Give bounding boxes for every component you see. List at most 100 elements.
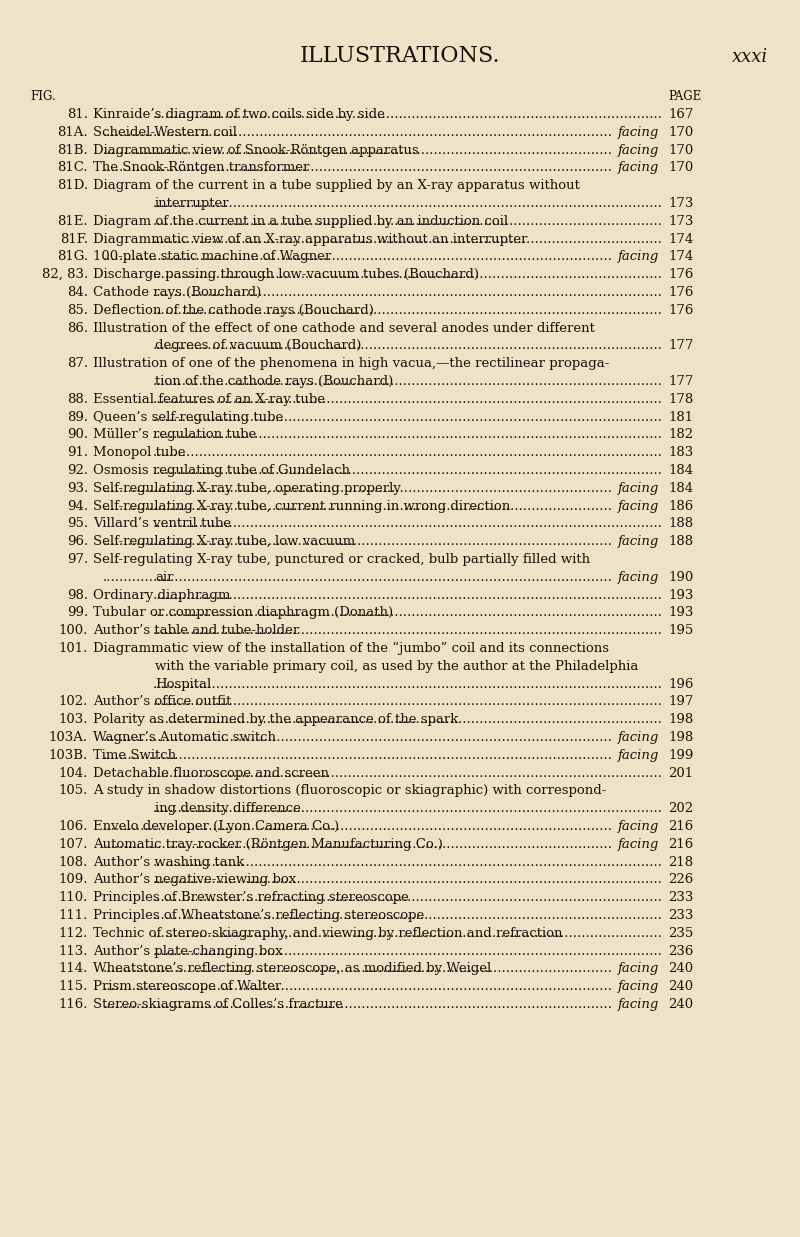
Text: ................................................................................: ........................................… (103, 481, 613, 495)
Text: 195: 195 (668, 625, 694, 637)
Text: facing: facing (618, 250, 659, 263)
Text: facing: facing (618, 161, 659, 174)
Text: Osmosis regulating tube of Gundelach: Osmosis regulating tube of Gundelach (93, 464, 350, 477)
Text: 103B.: 103B. (49, 748, 88, 762)
Text: facing: facing (618, 536, 659, 548)
Text: Polarity as determined by the appearance of the spark: Polarity as determined by the appearance… (93, 714, 458, 726)
Text: Diagrammatic view of an X-ray apparatus without an interrupter: Diagrammatic view of an X-ray apparatus … (93, 233, 527, 246)
Text: 81C.: 81C. (58, 161, 88, 174)
Text: 113.: 113. (58, 945, 88, 957)
Text: Hospital: Hospital (155, 678, 211, 690)
Text: 240: 240 (668, 962, 693, 976)
Text: ................................................................................: ........................................… (153, 411, 663, 423)
Text: Self-regulating X-ray tube, current running in wrong direction: Self-regulating X-ray tube, current runn… (93, 500, 510, 512)
Text: 176: 176 (668, 286, 694, 299)
Text: 87.: 87. (67, 357, 88, 370)
Text: 106.: 106. (58, 820, 88, 833)
Text: Self-regulating X-ray tube, operating properly: Self-regulating X-ray tube, operating pr… (93, 481, 401, 495)
Text: Stereo-skiagrams of Colles’s fracture: Stereo-skiagrams of Colles’s fracture (93, 998, 343, 1011)
Text: 216: 216 (668, 837, 694, 851)
Text: Detachable fluoroscope and screen: Detachable fluoroscope and screen (93, 767, 329, 779)
Text: 81G.: 81G. (57, 250, 88, 263)
Text: facing: facing (618, 481, 659, 495)
Text: degrees of vacuum (Bouchard): degrees of vacuum (Bouchard) (155, 339, 362, 353)
Text: 177: 177 (668, 339, 694, 353)
Text: Illustration of the effect of one cathode and several anodes under different: Illustration of the effect of one cathod… (93, 322, 595, 334)
Text: Villard’s ventril tube: Villard’s ventril tube (93, 517, 231, 531)
Text: 100.: 100. (58, 625, 88, 637)
Text: 109.: 109. (58, 873, 88, 887)
Text: ................................................................................: ........................................… (103, 143, 613, 157)
Text: Essential features of an X-ray tube: Essential features of an X-ray tube (93, 393, 325, 406)
Text: facing: facing (618, 980, 659, 993)
Text: 104.: 104. (58, 767, 88, 779)
Text: 115.: 115. (58, 980, 88, 993)
Text: facing: facing (618, 998, 659, 1011)
Text: 198: 198 (668, 714, 694, 726)
Text: 226: 226 (668, 873, 694, 887)
Text: 202: 202 (668, 803, 693, 815)
Text: Automatic tray-rocker (Röntgen Manufacturing Co.): Automatic tray-rocker (Röntgen Manufactu… (93, 837, 443, 851)
Text: 170: 170 (668, 161, 694, 174)
Text: facing: facing (618, 126, 659, 139)
Text: ................................................................................: ........................................… (153, 447, 663, 459)
Text: 97.: 97. (66, 553, 88, 567)
Text: Technic of stereo-skiagraphy, and viewing by reflection and refraction: Technic of stereo-skiagraphy, and viewin… (93, 927, 562, 940)
Text: ................................................................................: ........................................… (153, 873, 663, 887)
Text: ................................................................................: ........................................… (153, 927, 663, 940)
Text: 95.: 95. (67, 517, 88, 531)
Text: Kinraide’s diagram of two coils side by side: Kinraide’s diagram of two coils side by … (93, 108, 385, 121)
Text: 88.: 88. (67, 393, 88, 406)
Text: 197: 197 (668, 695, 694, 709)
Text: 176: 176 (668, 304, 694, 317)
Text: 81A.: 81A. (58, 126, 88, 139)
Text: 170: 170 (668, 143, 694, 157)
Text: ................................................................................: ........................................… (103, 837, 613, 851)
Text: 102.: 102. (58, 695, 88, 709)
Text: 81E.: 81E. (58, 215, 88, 228)
Text: 96.: 96. (66, 536, 88, 548)
Text: 186: 186 (668, 500, 694, 512)
Text: Diagrammatic view of Snook-Röntgen apparatus: Diagrammatic view of Snook-Röntgen appar… (93, 143, 418, 157)
Text: 103A.: 103A. (49, 731, 88, 743)
Text: ................................................................................: ........................................… (103, 998, 613, 1011)
Text: 233: 233 (668, 891, 694, 904)
Text: Discharge passing through low-vacuum tubes (Bouchard): Discharge passing through low-vacuum tub… (93, 268, 479, 281)
Text: ................................................................................: ........................................… (153, 891, 663, 904)
Text: air: air (155, 570, 174, 584)
Text: 81.: 81. (67, 108, 88, 121)
Text: ................................................................................: ........................................… (153, 625, 663, 637)
Text: 193: 193 (668, 589, 694, 601)
Text: 218: 218 (668, 856, 693, 868)
Text: Scheidel-Western coil: Scheidel-Western coil (93, 126, 237, 139)
Text: Prism stereoscope of Walter: Prism stereoscope of Walter (93, 980, 282, 993)
Text: Tubular or compression diaphragm (Donath): Tubular or compression diaphragm (Donath… (93, 606, 393, 620)
Text: Author’s plate-changing box: Author’s plate-changing box (93, 945, 282, 957)
Text: facing: facing (618, 731, 659, 743)
Text: 173: 173 (668, 215, 694, 228)
Text: ................................................................................: ........................................… (153, 339, 663, 353)
Text: facing: facing (618, 570, 659, 584)
Text: 100-plate static machine of Wagner: 100-plate static machine of Wagner (93, 250, 331, 263)
Text: Illustration of one of the phenomena in high vacua,—the rectilinear propaga-: Illustration of one of the phenomena in … (93, 357, 610, 370)
Text: 91.: 91. (67, 447, 88, 459)
Text: 85.: 85. (67, 304, 88, 317)
Text: ................................................................................: ........................................… (103, 748, 613, 762)
Text: ................................................................................: ........................................… (103, 570, 613, 584)
Text: facing: facing (618, 143, 659, 157)
Text: Author’s office outfit: Author’s office outfit (93, 695, 231, 709)
Text: Wheatstone’s reflecting stereoscope, as modified by Weigel: Wheatstone’s reflecting stereoscope, as … (93, 962, 491, 976)
Text: ................................................................................: ........................................… (153, 767, 663, 779)
Text: 167: 167 (668, 108, 694, 121)
Text: 184: 184 (668, 464, 693, 477)
Text: Monopol tube: Monopol tube (93, 447, 186, 459)
Text: ................................................................................: ........................................… (153, 856, 663, 868)
Text: Author’s washing tank: Author’s washing tank (93, 856, 244, 868)
Text: ................................................................................: ........................................… (103, 820, 613, 833)
Text: 99.: 99. (66, 606, 88, 620)
Text: facing: facing (618, 748, 659, 762)
Text: PAGE: PAGE (668, 90, 702, 103)
Text: 184: 184 (668, 481, 693, 495)
Text: ing density difference: ing density difference (155, 803, 301, 815)
Text: 107.: 107. (58, 837, 88, 851)
